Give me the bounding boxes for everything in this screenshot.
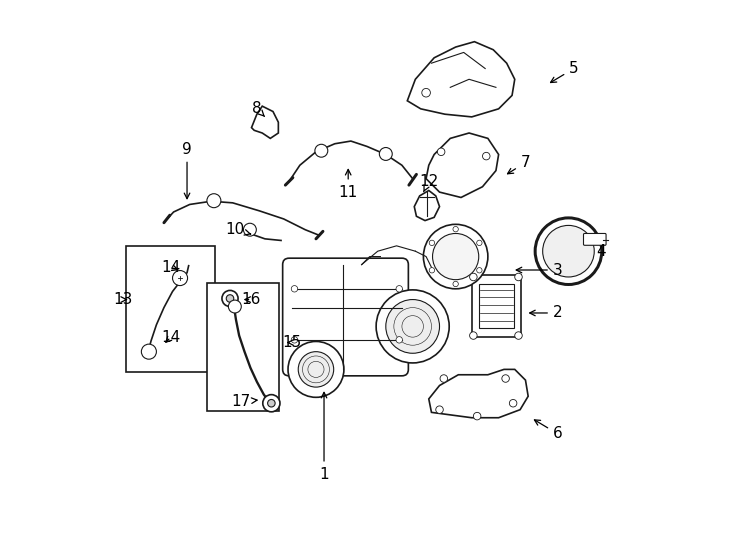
Circle shape — [502, 375, 509, 382]
Text: 12: 12 — [419, 174, 438, 192]
Text: 6: 6 — [534, 420, 562, 441]
Circle shape — [453, 226, 458, 232]
Polygon shape — [252, 106, 278, 138]
Text: 7: 7 — [507, 155, 530, 174]
Circle shape — [142, 344, 156, 359]
Circle shape — [222, 291, 238, 307]
Circle shape — [429, 268, 435, 273]
FancyBboxPatch shape — [584, 233, 606, 245]
Circle shape — [172, 271, 188, 286]
Circle shape — [226, 295, 233, 302]
Circle shape — [228, 300, 241, 313]
Circle shape — [515, 273, 523, 281]
Polygon shape — [429, 369, 528, 418]
Bar — [479, 284, 515, 328]
Circle shape — [291, 336, 298, 343]
Polygon shape — [407, 42, 515, 117]
Circle shape — [470, 332, 477, 339]
Circle shape — [298, 352, 334, 387]
Text: 5: 5 — [550, 61, 578, 83]
Circle shape — [440, 375, 448, 382]
Circle shape — [542, 225, 595, 277]
Circle shape — [291, 286, 298, 292]
Circle shape — [453, 281, 458, 287]
Polygon shape — [426, 133, 498, 198]
Circle shape — [396, 286, 402, 292]
Circle shape — [379, 147, 392, 160]
Circle shape — [473, 413, 481, 420]
Circle shape — [429, 240, 435, 246]
Circle shape — [424, 224, 488, 289]
Circle shape — [470, 273, 477, 281]
Circle shape — [432, 233, 479, 280]
Polygon shape — [414, 191, 440, 220]
FancyBboxPatch shape — [283, 258, 408, 376]
Text: 2: 2 — [530, 306, 562, 320]
Circle shape — [422, 89, 430, 97]
Circle shape — [437, 148, 445, 156]
Circle shape — [476, 240, 482, 246]
Circle shape — [244, 223, 256, 236]
Text: 13: 13 — [113, 292, 132, 307]
Circle shape — [515, 332, 523, 339]
Circle shape — [509, 400, 517, 407]
Text: 14: 14 — [161, 329, 181, 345]
Circle shape — [386, 300, 440, 353]
Circle shape — [476, 268, 482, 273]
Circle shape — [436, 406, 443, 414]
Circle shape — [535, 218, 602, 285]
Circle shape — [482, 152, 490, 160]
Text: 10: 10 — [226, 222, 251, 237]
Text: 9: 9 — [182, 141, 192, 199]
Text: 11: 11 — [338, 170, 357, 200]
Text: 4: 4 — [596, 244, 606, 259]
Circle shape — [396, 336, 402, 343]
Circle shape — [263, 395, 280, 412]
Bar — [126, 246, 215, 372]
Bar — [207, 283, 280, 411]
Text: 15: 15 — [282, 335, 302, 350]
Text: 16: 16 — [241, 292, 261, 307]
Circle shape — [268, 400, 275, 407]
Text: 14: 14 — [161, 260, 181, 275]
Text: 17: 17 — [231, 394, 257, 409]
Text: 8: 8 — [252, 102, 264, 117]
Text: 3: 3 — [516, 262, 562, 278]
Circle shape — [207, 194, 221, 208]
Bar — [472, 275, 521, 337]
Circle shape — [376, 290, 449, 363]
Circle shape — [288, 341, 344, 397]
Text: 1: 1 — [319, 393, 329, 482]
Circle shape — [315, 144, 328, 157]
